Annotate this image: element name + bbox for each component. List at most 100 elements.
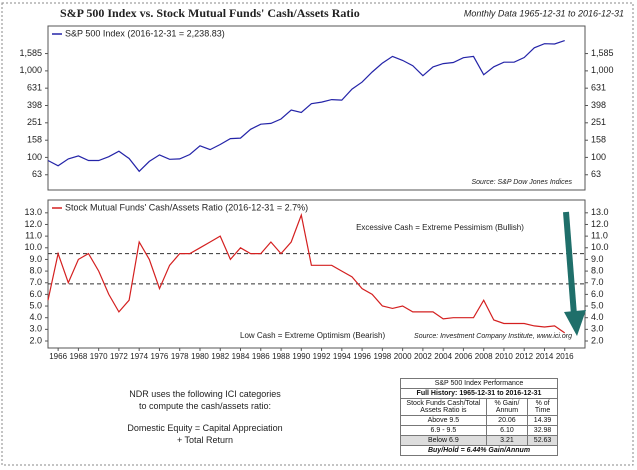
x-tick-label: 2012 [515,352,533,361]
y-tick-label: 2.0 [29,335,42,345]
y-tick-label: 5.0 [29,300,42,310]
y-tick-label: 8.0 [29,265,42,275]
x-tick-label: 1968 [69,352,87,361]
y-tick-label: 1,585 [591,48,614,58]
y-tick-label: 13.0 [591,207,609,217]
note: NDR uses the following ICI categories [129,389,281,399]
table-header: % of Time [527,398,558,416]
y-tick-label: 631 [591,83,606,93]
y-tick-label: 11.0 [591,231,608,241]
y-tick-label: 63 [591,169,601,179]
x-tick-label: 1974 [130,352,148,361]
y-tick-label: 6.0 [591,289,604,299]
x-tick-label: 2010 [495,352,513,361]
y-tick-label: 4.0 [591,312,604,322]
y-tick-label: 158 [591,135,606,145]
notes: NDR uses the following ICI categories to… [90,388,320,446]
y-tick-label: 8.0 [591,265,604,275]
y-tick-label: 251 [27,117,42,127]
x-tick-label: 1998 [373,352,391,361]
table-cell: Above 9.5 [400,415,487,426]
table-cell: 32.98 [527,425,558,436]
y-tick-label: 4.0 [29,312,42,322]
table-cell: 20.06 [485,415,529,426]
x-tick-label: 1996 [353,352,371,361]
x-tick-label: 2008 [475,352,493,361]
y-tick-label: 63 [32,169,42,179]
annotation: Source: Investment Company Institute, ww… [414,333,572,340]
y-tick-label: 398 [27,100,42,110]
x-tick-label: 2000 [394,352,412,361]
x-tick-label: 2006 [455,352,473,361]
x-tick-label: 1966 [49,352,67,361]
y-tick-label: 11.0 [25,231,42,241]
x-tick-label: 1978 [171,352,189,361]
annotation: Low Cash = Extreme Optimism (Bearish) [240,331,385,340]
y-tick-label: 10.0 [591,242,609,252]
x-tick-label: 1990 [292,352,310,361]
chart-title: S&P 500 Index vs. Stock Mutual Funds' Ca… [60,6,360,20]
y-tick-label: 5.0 [591,300,604,310]
y-tick-label: 100 [591,152,606,162]
performance-table: S&P 500 Index Performance Full History: … [400,378,558,456]
plot-frame [47,199,586,349]
y-tick-label: 631 [27,83,42,93]
x-tick-label: 2016 [556,352,574,361]
x-tick-label: 2014 [536,352,554,361]
callout-arrow [563,211,586,336]
table-footer: Buy/Hold = 6.44% Gain/Annum [400,445,558,456]
table-header: Stock Funds Cash/Total Assets Ratio is [400,398,487,416]
x-tick-label: 1984 [232,352,250,361]
legend-label: Stock Mutual Funds' Cash/Assets Ratio (2… [65,202,308,212]
plot-frame [47,25,586,191]
y-tick-label: 1,000 [591,65,614,75]
table-header: % Gain/ Annum [485,398,529,416]
x-tick-label: 1992 [313,352,331,361]
x-tick-label: 1970 [90,352,108,361]
arrow-shaft [563,211,577,316]
legend-label: S&P 500 Index (2016-12-31 = 2,238.83) [65,28,225,38]
x-tick-label: 1976 [151,352,169,361]
table-cell: 14.39 [527,415,558,426]
table-cell: 3.21 [485,435,529,446]
note: to compute the cash/assets ratio: [138,401,272,411]
y-tick-label: 6.0 [29,289,42,299]
y-tick-label: 12.0 [24,219,42,229]
y-tick-label: 100 [27,152,42,162]
y-tick-label: 9.0 [29,254,42,264]
y-tick-label: 158 [27,135,42,145]
table-subtitle: Full History: 1965-12-31 to 2016-12-31 [400,388,558,399]
x-tick-label: 1972 [110,352,128,361]
y-tick-label: 7.0 [591,277,604,287]
y-tick-label: 3.0 [591,324,604,334]
y-tick-label: 13.0 [24,207,42,217]
arrow-head [564,310,586,336]
y-tick-label: 7.0 [29,277,42,287]
line [47,212,566,334]
x-tick-label: 1986 [252,352,270,361]
x-tick-label: 1980 [191,352,209,361]
y-tick-label: 251 [591,117,606,127]
annotation: Excessive Cash = Extreme Pessimism (Bull… [356,223,524,232]
y-tick-label: 9.0 [591,254,604,264]
table-cell: 6.9 - 9.5 [400,425,487,436]
line [47,40,565,173]
table-title: S&P 500 Index Performance [400,378,558,389]
table-cell: 52.63 [527,435,558,446]
x-tick-label: 2002 [414,352,432,361]
x-tick-label: 2004 [434,352,452,361]
y-tick-label: 2.0 [591,335,604,345]
chart-subtitle: Monthly Data 1965-12-31 to 2016-12-31 [464,8,624,18]
y-tick-label: 1,585 [19,48,42,58]
table-cell: Below 6.9 [400,435,487,446]
x-tick-label: 1982 [211,352,229,361]
y-tick-label: 3.0 [29,324,42,334]
note: Domestic Equity = Capital Appreciation [127,423,283,433]
x-tick-label: 1988 [272,352,290,361]
note: + Total Return [176,435,234,445]
y-tick-label: 1,000 [19,65,42,75]
y-tick-label: 12.0 [591,219,609,229]
